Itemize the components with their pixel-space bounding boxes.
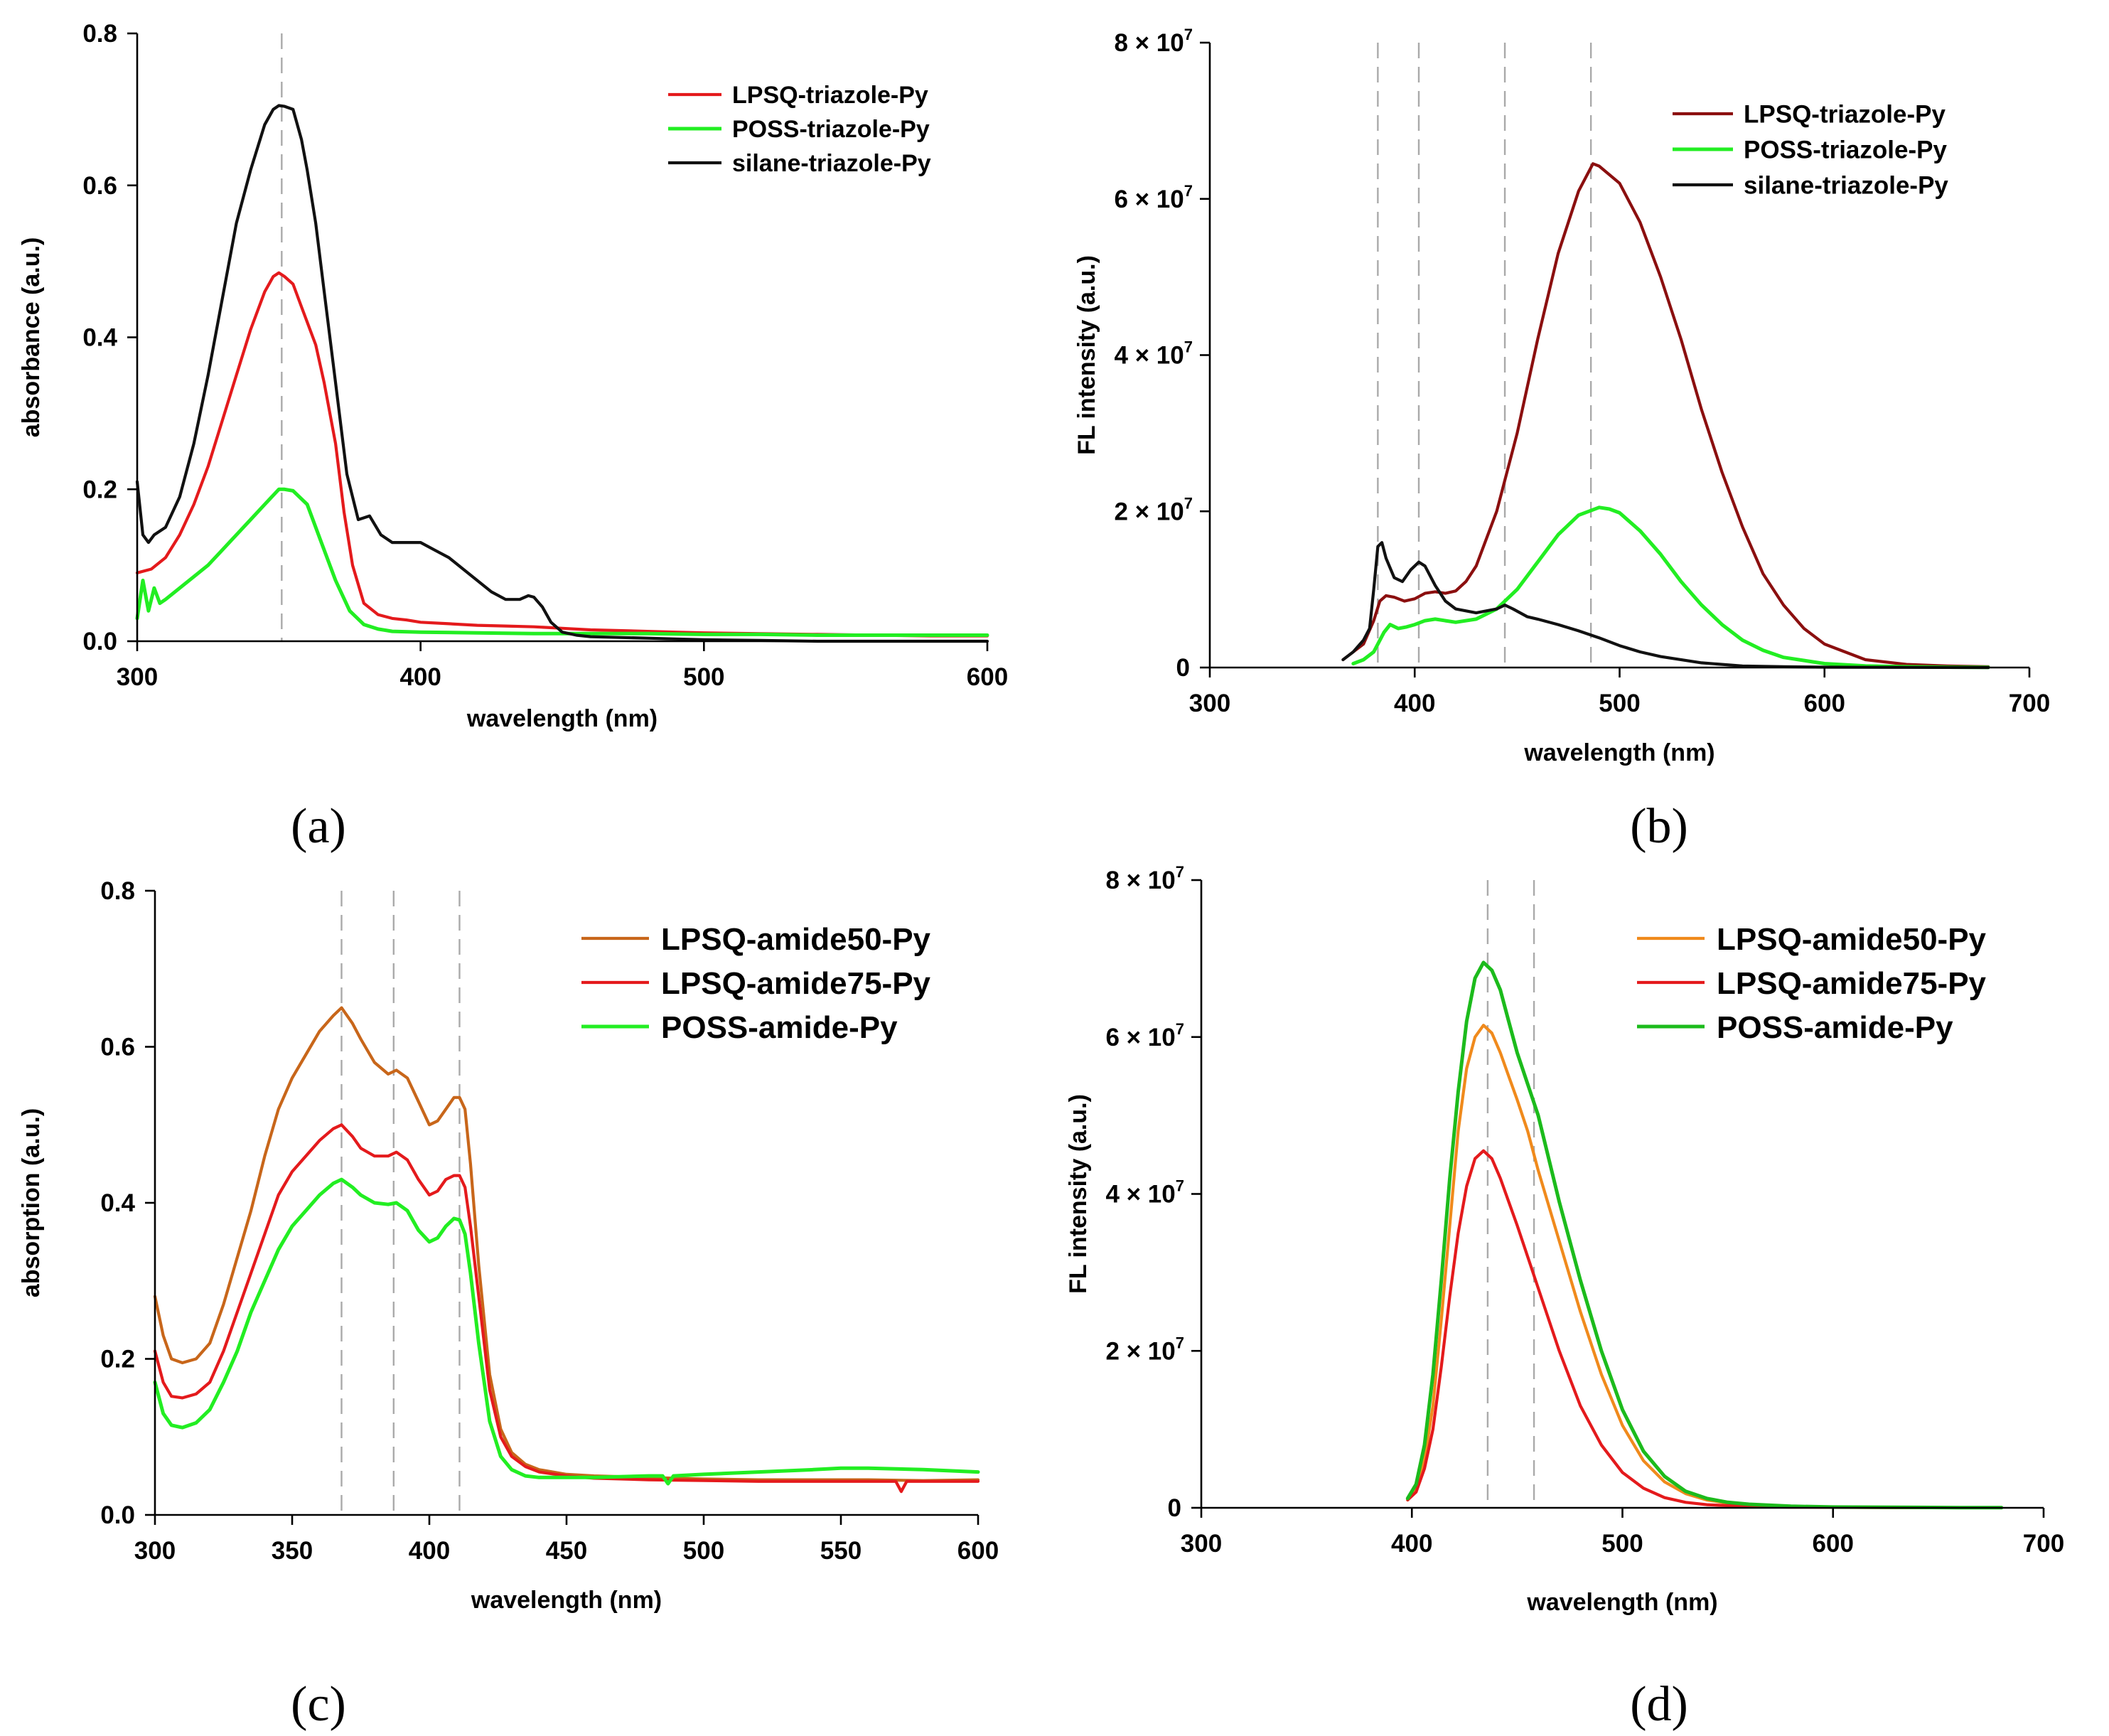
y-tick-label: 4 × 107: [1105, 1177, 1184, 1209]
y-axis-title: absorption (a.u.): [18, 1108, 45, 1297]
x-axis-title: wavelength (nm): [1523, 739, 1714, 766]
y-tick-exponent: 7: [1176, 1334, 1184, 1351]
series-line-1: [135, 271, 989, 638]
y-tick-label: 8 × 107: [1105, 863, 1184, 894]
series-line-2: [153, 1123, 980, 1494]
x-tick-label: 500: [1601, 1530, 1643, 1558]
chart-panel-a: 300 400 500 600 0.0 0.2 0.4 0.6 0.8 wavelength (n…: [18, 20, 1008, 854]
y-tick-label: 8 × 107: [1114, 26, 1193, 57]
y-tick-exponent: 7: [1184, 338, 1193, 356]
y-tick-exponent: 7: [1184, 494, 1193, 512]
panel-label: (a): [291, 799, 346, 854]
x-tick-label: 500: [683, 663, 724, 691]
legend: LPSQ-amide50-Py LPSQ-amide75-Py POSS-amide…: [1637, 922, 1987, 1045]
y-tick-label: 0.8: [82, 20, 117, 48]
x-tick-label: 400: [399, 663, 441, 691]
legend-label-2: POSS-triazole-Py: [1744, 136, 1947, 164]
series-line-3: [135, 104, 989, 643]
x-axis-title: wavelength (nm): [466, 705, 658, 732]
y-tick-label: 0.6: [100, 1034, 135, 1061]
y-tick-exponent: 7: [1176, 1177, 1184, 1195]
y-tick-label: 0.6: [82, 172, 117, 200]
legend-label-3: POSS-amide-Py: [1717, 1010, 1953, 1045]
x-tick-label: 350: [272, 1537, 313, 1565]
x-tick-label: 400: [1391, 1530, 1432, 1558]
x-tick-label: 700: [2009, 690, 2050, 717]
series-line-2: [1406, 1149, 2003, 1509]
y-tick-label: 0: [1168, 1494, 1181, 1522]
legend-label-1: LPSQ-amide50-Py: [661, 922, 931, 957]
y-tick-exponent: 7: [1184, 182, 1193, 200]
x-tick-label: 300: [134, 1537, 176, 1565]
legend-label-1: LPSQ-triazole-Py: [1744, 101, 1946, 129]
y-axis-title: FL intensity (a.u.): [1073, 255, 1100, 455]
legend-label-3: silane-triazole-Py: [1744, 172, 1948, 200]
x-tick-label: 600: [957, 1537, 999, 1565]
chart-panel-b: 300 400 500 600 700 0 2 × 107 4 × 107 6 × 107 8 ×…: [1073, 26, 2050, 854]
series-line-1: [1406, 1024, 2003, 1509]
x-tick-label: 700: [2023, 1530, 2064, 1558]
panel-label: (b): [1630, 799, 1688, 854]
y-tick-label: 2 × 107: [1114, 494, 1193, 525]
x-tick-label: 600: [967, 663, 1008, 691]
x-tick-label: 400: [1394, 690, 1435, 717]
y-tick-label: 0.2: [82, 476, 117, 503]
y-tick-label: 4 × 107: [1114, 338, 1193, 370]
x-axis-title: wavelength (nm): [1526, 1589, 1717, 1616]
y-tick-label: 0.0: [100, 1501, 135, 1529]
series-line-3: [153, 1177, 980, 1486]
series-line-3: [1341, 541, 1990, 670]
y-tick-label: 6 × 107: [1114, 182, 1193, 213]
chart-panel-d: 300 400 500 600 700 0 2 × 107 4 × 107 6 × 107 8 ×…: [1065, 863, 2064, 1732]
legend: LPSQ-amide50-Py LPSQ-amide75-Py POSS-amide…: [581, 922, 931, 1045]
y-tick-label: 2 × 107: [1105, 1334, 1184, 1365]
y-tick-exponent: 7: [1176, 1020, 1184, 1038]
series-line-1: [1341, 162, 1990, 669]
y-tick-label: 0.2: [100, 1346, 135, 1373]
legend-label-2: POSS-triazole-Py: [732, 116, 930, 143]
x-tick-label: 300: [1181, 1530, 1222, 1558]
series-line-1: [153, 1006, 980, 1482]
legend-label-3: POSS-amide-Py: [661, 1010, 898, 1045]
y-tick-label: 0.4: [100, 1189, 135, 1217]
x-tick-label: 600: [1813, 1530, 1854, 1558]
y-tick-label: 0.8: [100, 877, 135, 905]
y-tick-exponent: 7: [1184, 26, 1193, 43]
legend: LPSQ-triazole-Py POSS-triazole-Py silane-t…: [1673, 101, 1948, 200]
legend-label-3: silane-triazole-Py: [732, 150, 931, 177]
series-line-3: [1405, 960, 2004, 1510]
y-axis-title: FL intensity (a.u.): [1065, 1094, 1092, 1294]
legend: LPSQ-triazole-Py POSS-triazole-Py silane-t…: [668, 82, 931, 177]
legend-label-1: LPSQ-triazole-Py: [732, 82, 928, 109]
chart-panel-c: 300 350 400 450 500 550 600 0.0 0.2 0.4 0.6 0.8 wave…: [18, 877, 999, 1732]
panel-label: (d): [1630, 1677, 1688, 1732]
x-tick-label: 500: [683, 1537, 724, 1565]
y-tick-label: 0.0: [82, 628, 117, 655]
panel-label: (c): [291, 1677, 346, 1732]
x-tick-label: 500: [1599, 690, 1640, 717]
y-axis-title: absorbance (a.u.): [18, 237, 45, 438]
series-line-2: [1351, 505, 1990, 670]
legend-label-2: LPSQ-amide75-Py: [661, 966, 931, 1001]
y-tick-exponent: 7: [1176, 863, 1184, 881]
x-tick-label: 550: [820, 1537, 862, 1565]
x-tick-label: 600: [1804, 690, 1845, 717]
legend-label-2: LPSQ-amide75-Py: [1717, 966, 1987, 1001]
x-tick-label: 300: [117, 663, 158, 691]
series-line-2: [135, 487, 989, 637]
x-tick-label: 300: [1189, 690, 1230, 717]
x-tick-label: 400: [409, 1537, 450, 1565]
y-tick-label: 0.4: [82, 324, 117, 352]
y-tick-label: 0: [1176, 654, 1190, 682]
y-tick-label: 6 × 107: [1105, 1020, 1184, 1051]
x-axis-title: wavelength (nm): [471, 1587, 662, 1614]
x-tick-label: 450: [546, 1537, 587, 1565]
legend-label-1: LPSQ-amide50-Py: [1717, 922, 1987, 957]
